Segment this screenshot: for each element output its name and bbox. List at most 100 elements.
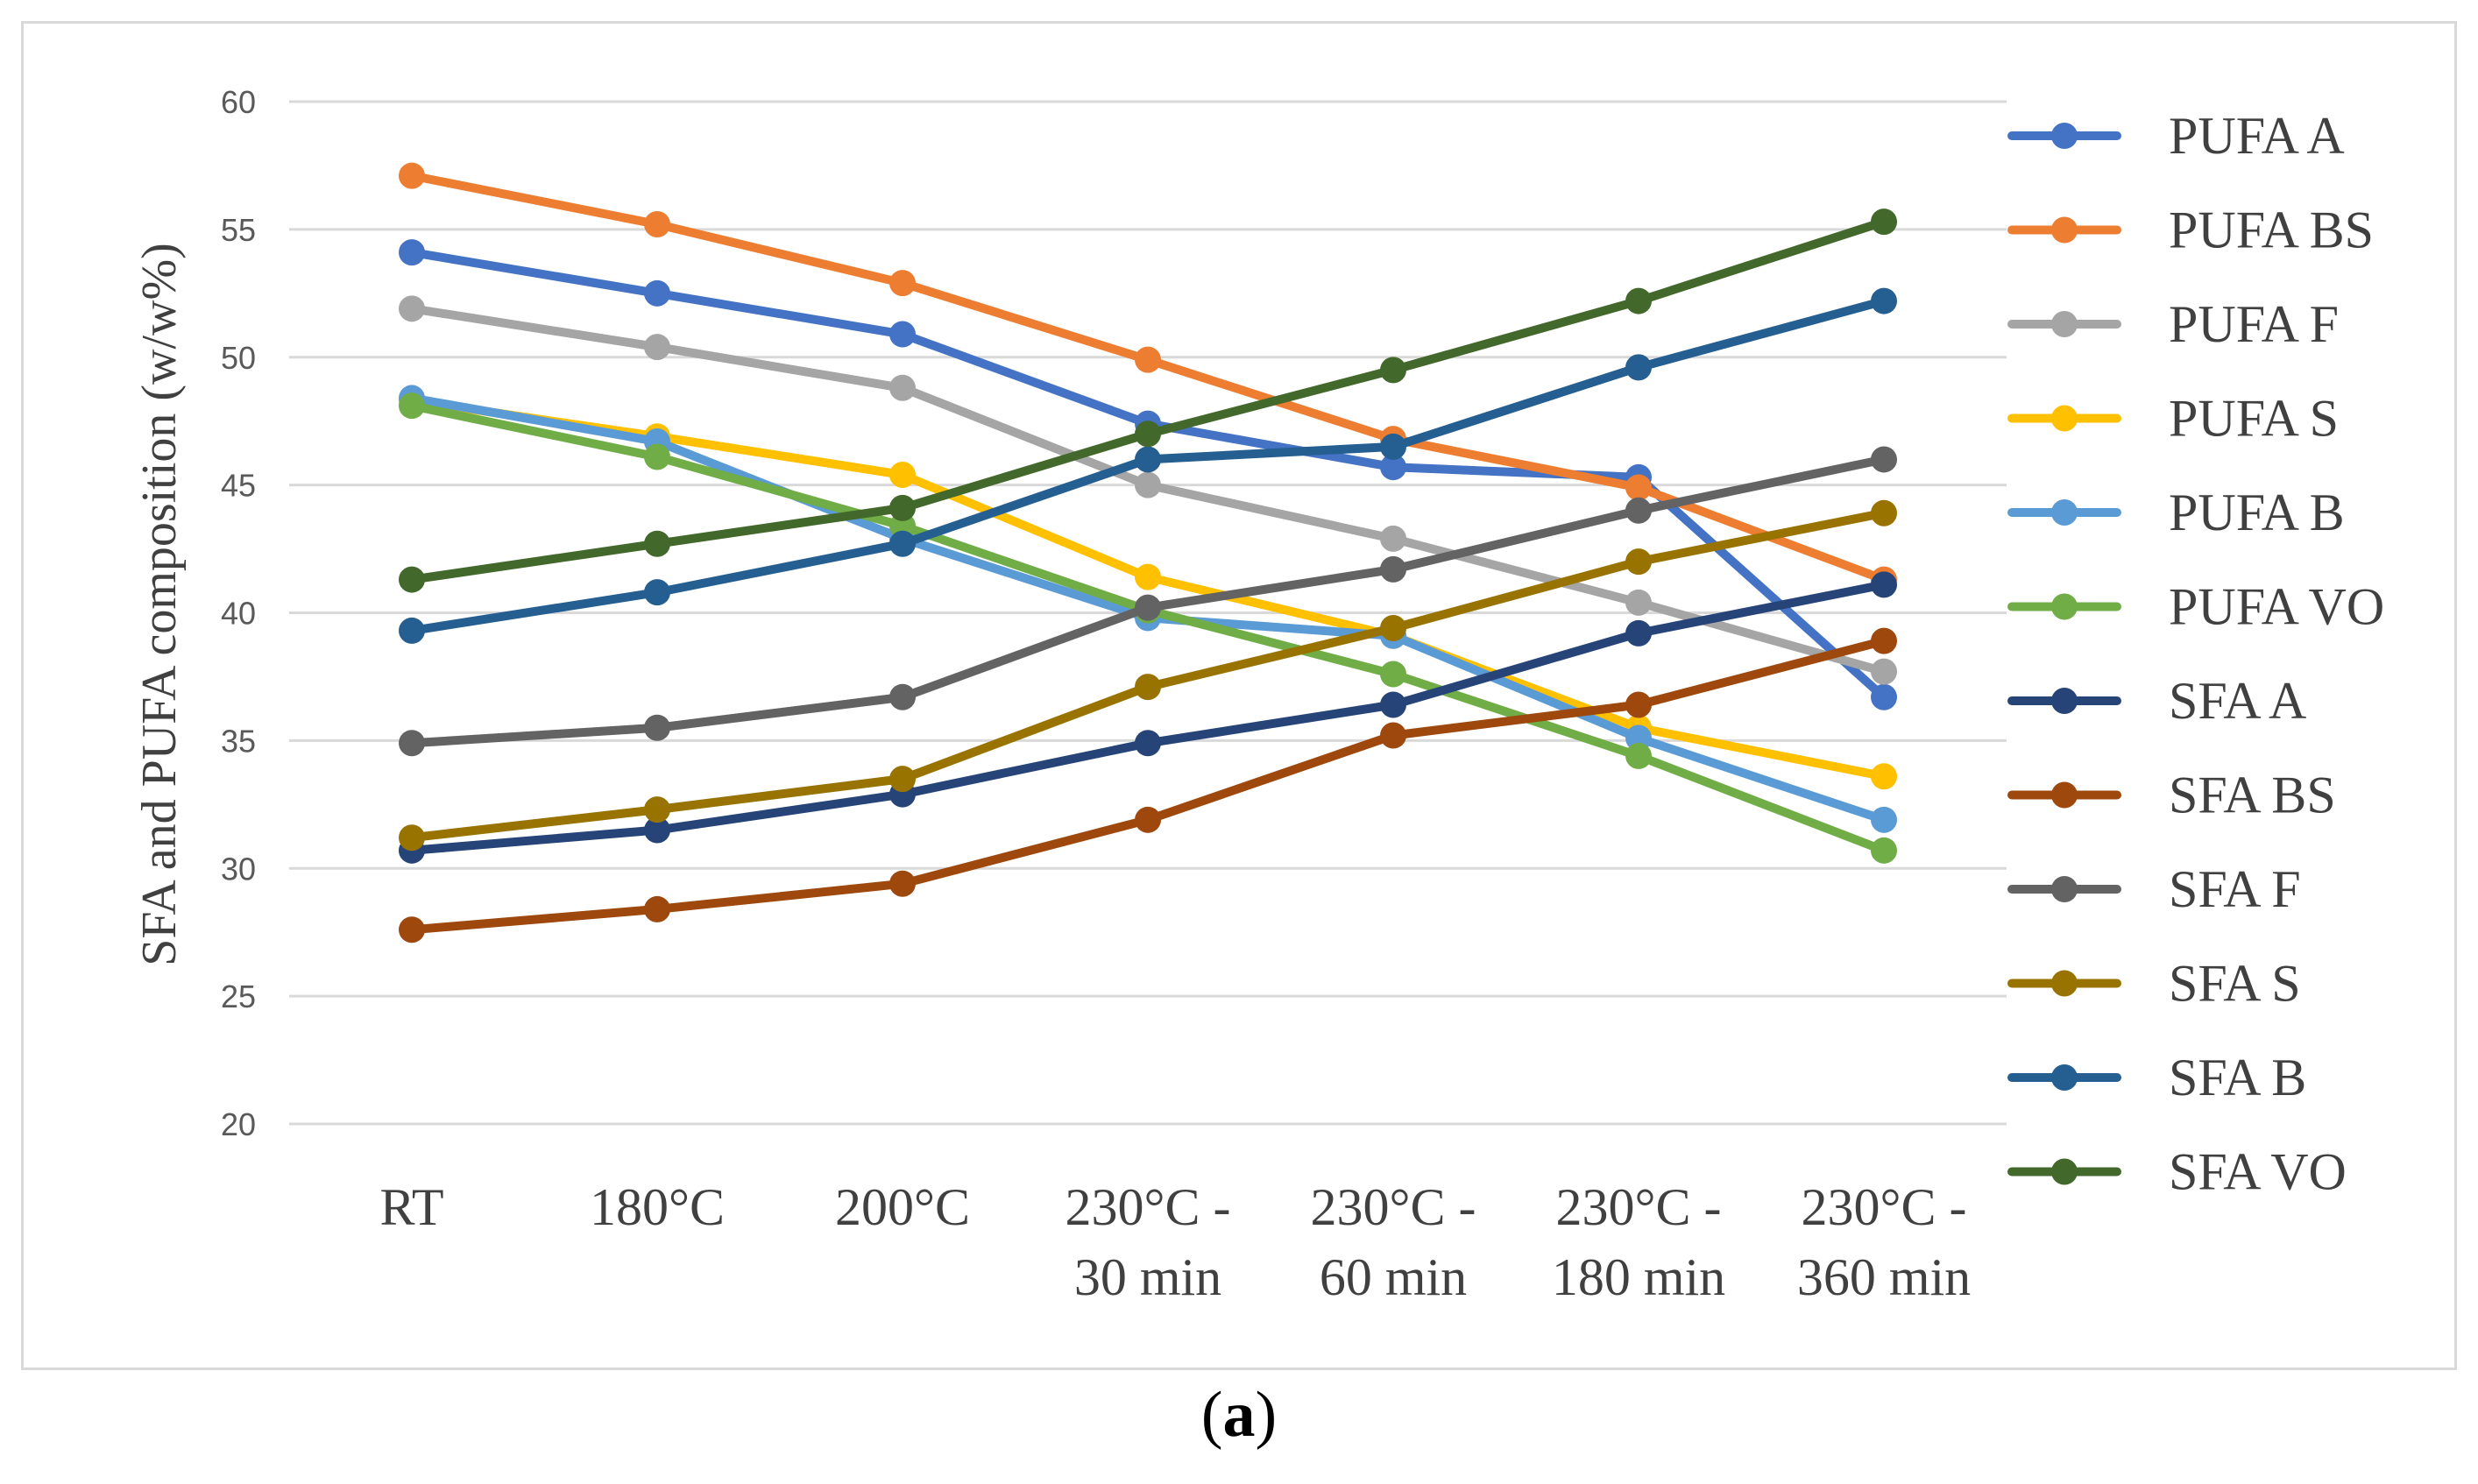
data-point-sfa-f <box>1625 497 1652 524</box>
series-sfa-a <box>399 571 1897 864</box>
legend-swatch-marker <box>2051 593 2078 620</box>
x-tick-line: 230°C - <box>1556 1178 1722 1236</box>
data-point-sfa-a <box>644 816 670 844</box>
data-point-sfa-s <box>1135 674 1161 701</box>
data-point-pufa-bs <box>644 211 670 238</box>
legend-label: SFA A <box>2169 672 2306 730</box>
data-point-pufa-f <box>644 334 670 361</box>
data-point-sfa-vo <box>1625 287 1652 314</box>
caption-letter: a <box>1222 1379 1256 1451</box>
series-sfa-bs <box>399 627 1897 943</box>
legend-item-sfa-bs: SFA BS <box>2007 767 2336 824</box>
data-point-sfa-s <box>1380 615 1406 642</box>
legend-item-sfa-vo: SFA VO <box>2007 1143 2347 1201</box>
data-point-sfa-vo <box>644 530 670 557</box>
legend-swatch-marker <box>2051 405 2078 432</box>
x-tick-label: 180°C <box>590 1178 725 1236</box>
series-sfa-f <box>399 446 1897 757</box>
y-tick-label: 20 <box>221 1106 256 1142</box>
legend-swatch-marker <box>2051 311 2078 337</box>
data-point-sfa-b <box>1135 446 1161 473</box>
data-point-pufa-f <box>399 295 425 322</box>
data-point-sfa-vo <box>1135 420 1161 448</box>
y-tick-label: 30 <box>221 851 256 887</box>
legend-label: SFA S <box>2169 955 2301 1013</box>
y-tick-label: 35 <box>221 723 256 759</box>
legend-label: PUFA B <box>2169 484 2345 541</box>
data-point-sfa-vo <box>1380 357 1406 384</box>
data-point-sfa-b <box>399 617 425 644</box>
x-tick-line: 180 min <box>1552 1248 1725 1306</box>
data-point-pufa-f <box>889 374 916 401</box>
legend-label: PUFA S <box>2169 390 2339 448</box>
data-point-sfa-s <box>399 824 425 852</box>
series-sfa-s <box>399 499 1897 852</box>
data-point-sfa-bs <box>1871 627 1897 654</box>
data-point-pufa-a <box>1871 683 1897 710</box>
x-tick-line: 360 min <box>1797 1248 1971 1306</box>
data-point-pufa-b <box>1871 806 1897 833</box>
y-axis-ticks: 20 25 30 35 40 45 50 55 60 <box>221 84 256 1142</box>
data-point-pufa-f <box>1135 471 1161 498</box>
x-tick-line: 230°C - <box>1802 1178 1967 1236</box>
figure-caption: (a) <box>0 1382 2478 1447</box>
data-point-sfa-bs <box>399 916 425 943</box>
x-tick-line: 230°C - <box>1311 1178 1476 1236</box>
data-point-sfa-b <box>1380 433 1406 460</box>
x-tick-line: 30 min <box>1074 1248 1221 1306</box>
data-point-pufa-vo <box>399 392 425 420</box>
data-point-pufa-bs <box>889 270 916 297</box>
data-point-sfa-a <box>1380 691 1406 718</box>
legend-swatch-marker <box>2051 1158 2078 1185</box>
series-sfa-b <box>399 287 1897 644</box>
legend-item-sfa-s: SFA S <box>2007 955 2301 1013</box>
data-point-sfa-bs <box>889 870 916 897</box>
data-point-sfa-b <box>889 530 916 557</box>
series-sfa-vo <box>399 208 1897 593</box>
data-point-sfa-bs <box>644 895 670 922</box>
legend-swatch-marker <box>2051 123 2078 149</box>
data-point-pufa-a <box>644 279 670 307</box>
data-point-sfa-f <box>644 714 670 741</box>
series-pufa-bs <box>399 162 1897 593</box>
series-line-pufa-bs <box>407 171 1888 584</box>
data-point-sfa-f <box>1380 555 1406 583</box>
legend-swatch-marker <box>2051 216 2078 244</box>
data-point-pufa-f <box>1380 525 1406 552</box>
legend-item-pufa-f: PUFA F <box>2007 295 2339 353</box>
data-point-sfa-bs <box>1380 722 1406 749</box>
y-tick-label: 55 <box>221 212 256 248</box>
x-tick-line: 230°C - <box>1066 1178 1231 1236</box>
legend-swatch-marker <box>2051 876 2078 902</box>
data-point-sfa-a <box>1135 730 1161 757</box>
data-point-pufa-bs <box>399 162 425 189</box>
x-tick-line: RT <box>379 1178 443 1236</box>
y-axis-label: SFA and PUFA composition (w/w%) <box>132 243 187 966</box>
legend-item-sfa-a: SFA A <box>2007 672 2306 730</box>
data-point-sfa-a <box>1625 619 1652 647</box>
x-tick-label: RT <box>379 1178 443 1236</box>
x-tick-line: 200°C <box>835 1178 970 1236</box>
data-point-sfa-s <box>1625 548 1652 576</box>
data-point-pufa-bs <box>1625 474 1652 501</box>
series-lines <box>399 162 1897 943</box>
data-point-sfa-s <box>889 766 916 793</box>
data-point-pufa-f <box>1871 658 1897 685</box>
legend: PUFA A PUFA BS PUFA F PUFA S PUFA B PUFA VO SF… <box>2007 107 2384 1201</box>
series-line-sfa-vo <box>407 217 1888 584</box>
x-tick-label: 200°C <box>835 1178 970 1236</box>
data-point-sfa-f <box>889 683 916 710</box>
y-tick-label: 45 <box>221 468 256 504</box>
legend-item-pufa-a: PUFA A <box>2007 107 2345 165</box>
legend-swatch-marker <box>2051 970 2078 997</box>
data-point-sfa-s <box>1871 499 1897 526</box>
legend-item-sfa-b: SFA B <box>2007 1049 2306 1106</box>
data-point-sfa-b <box>1625 354 1652 381</box>
data-point-sfa-vo <box>399 566 425 593</box>
legend-label: PUFA F <box>2169 295 2339 353</box>
legend-label: SFA B <box>2169 1049 2306 1106</box>
legend-swatch-marker <box>2051 688 2078 714</box>
y-tick-label: 40 <box>221 596 256 632</box>
